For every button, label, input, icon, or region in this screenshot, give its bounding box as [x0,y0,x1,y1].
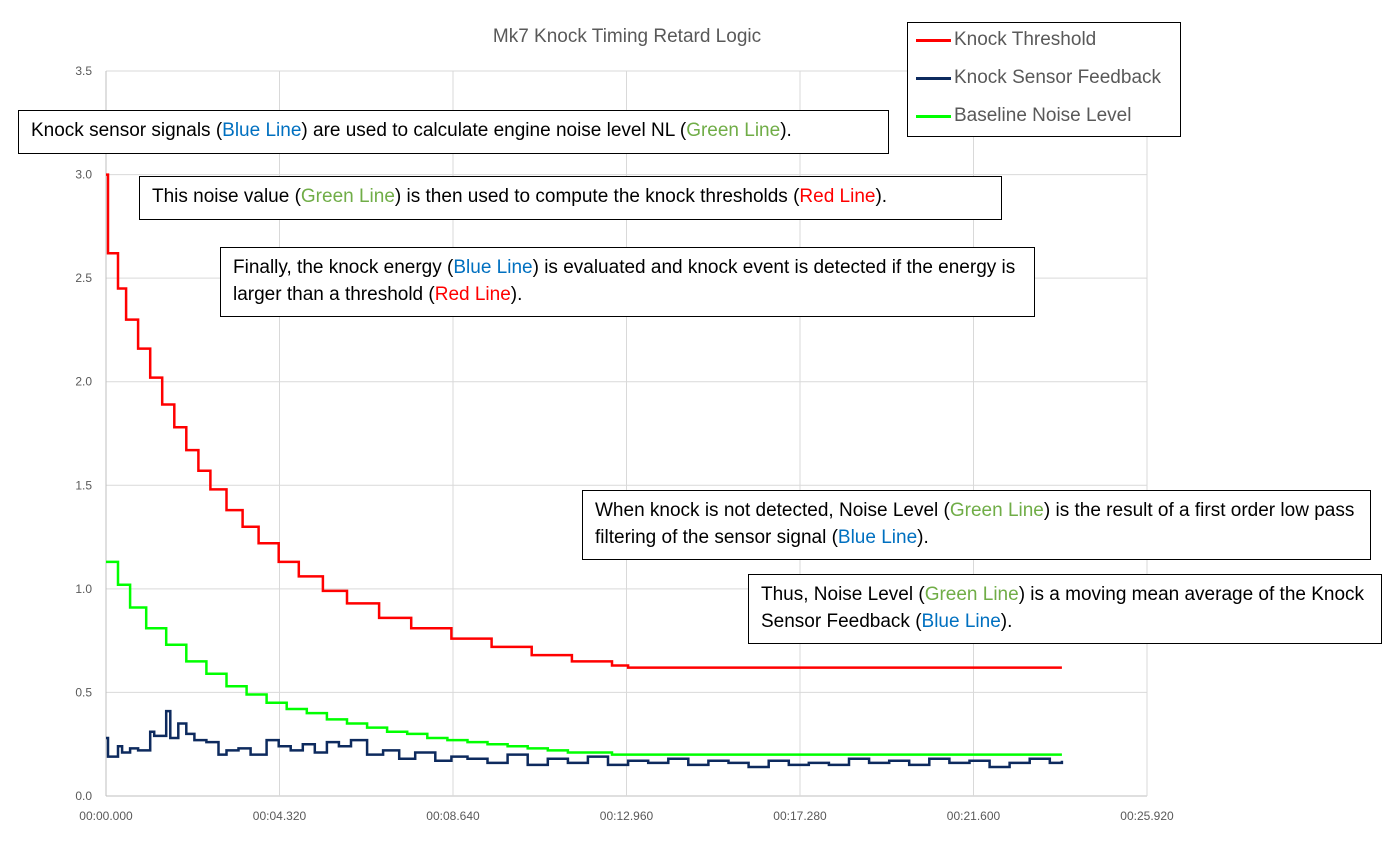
legend-item-baseline-noise-level: Baseline Noise Level [916,104,1131,128]
x-tick-label: 00:00.000 [79,809,133,823]
annotation-moving-average: Thus, Noise Level (Green Line) is a movi… [748,574,1382,644]
legend-label-baseline-noise-level: Baseline Noise Level [954,105,1132,126]
series-line-baseline-noise-level [106,560,1062,756]
annotation-text-segment: Blue Line [222,120,302,141]
y-tick-label: 0.0 [75,789,92,803]
annotation-text-segment: Blue Line [453,257,533,278]
series-lines [106,173,1064,769]
annotation-knock-detection: Finally, the knock energy (Blue Line) is… [220,247,1035,317]
legend-label-knock-threshold: Knock Threshold [954,29,1097,50]
annotation-text-segment: ). [1000,611,1013,632]
annotation-text-segment: ). [510,284,523,305]
annotation-threshold: This noise value (Green Line) is then us… [139,176,1002,220]
annotation-text-segment: Blue Line [921,611,1001,632]
annotation-text-segment: Finally, the knock energy ( [233,257,454,278]
y-tick-label: 2.5 [75,271,92,285]
series-line-knock-threshold [106,173,1062,669]
y-tick-label: 0.5 [75,685,92,699]
annotation-noise-level: Knock sensor signals (Blue Line) are use… [18,110,889,154]
x-tick-label: 00:12.960 [600,809,654,823]
annotation-text-segment: ). [875,186,888,207]
annotation-text-segment: Blue Line [837,527,918,548]
legend-swatch-knock-threshold [916,38,951,42]
annotation-text-segment: When knock is not detected, Noise Level … [595,500,950,521]
annotation-text-segment: ) is the result of a first order low pas… [595,500,1355,548]
annotation-text-segment: This noise value ( [152,186,301,207]
axis-labels: 0.0 0.5 1.0 1.5 2.0 2.5 3.0 3.5 00:00.000 00:04.3… [75,64,1174,823]
legend-item-knock-sensor-feedback: Knock Sensor Feedback [916,66,1161,90]
y-tick-label: 3.0 [75,168,92,182]
x-tick-label: 00:04.320 [253,809,307,823]
x-tick-label: 00:21.600 [947,809,1001,823]
y-tick-label: 1.0 [75,582,92,596]
legend-swatch-knock-sensor-feedback [916,76,951,80]
annotation-text-segment: Thus, Noise Level ( [761,584,925,605]
annotation-text-segment: ) is evaluated and knock event is detect… [233,257,1016,305]
annotation-text-segment: Red Line [434,284,511,305]
legend-item-knock-threshold: Knock Threshold [916,28,1096,52]
chart-title: Mk7 Knock Timing Retard Logic [493,26,761,47]
annotation-text-segment: Red Line [799,186,876,207]
annotation-text-segment: ) is a moving mean average of the Knock … [761,584,1365,632]
x-tick-label: 00:17.280 [773,809,827,823]
series-line-knock-sensor-feedback [106,709,1064,769]
x-tick-label: 00:25.920 [1120,809,1174,823]
y-tick-label: 2.0 [75,375,92,389]
annotation-text-segment: ) is then used to compute the knock thre… [394,186,800,207]
annotation-text-segment: Knock sensor signals ( [31,120,223,141]
y-tick-label: 3.5 [75,64,92,78]
annotation-text-segment: Green Line [924,584,1019,605]
legend-swatch-baseline-noise-level [916,114,951,118]
x-tick-label: 00:08.640 [426,809,480,823]
annotation-text-segment: Green Line [300,186,395,207]
annotation-text-segment: Green Line [949,500,1044,521]
annotation-text-segment: ) are used to calculate engine noise lev… [301,120,687,141]
y-tick-label: 1.5 [75,478,92,492]
legend-label-knock-sensor-feedback: Knock Sensor Feedback [954,67,1162,88]
legend: Knock Threshold Knock Sensor Feedback Ba… [907,22,1181,137]
annotation-text-segment: Green Line [686,120,781,141]
annotation-text-segment: ). [917,527,929,548]
annotation-text-segment: ). [780,120,792,141]
annotation-low-pass-filter: When knock is not detected, Noise Level … [582,490,1371,560]
